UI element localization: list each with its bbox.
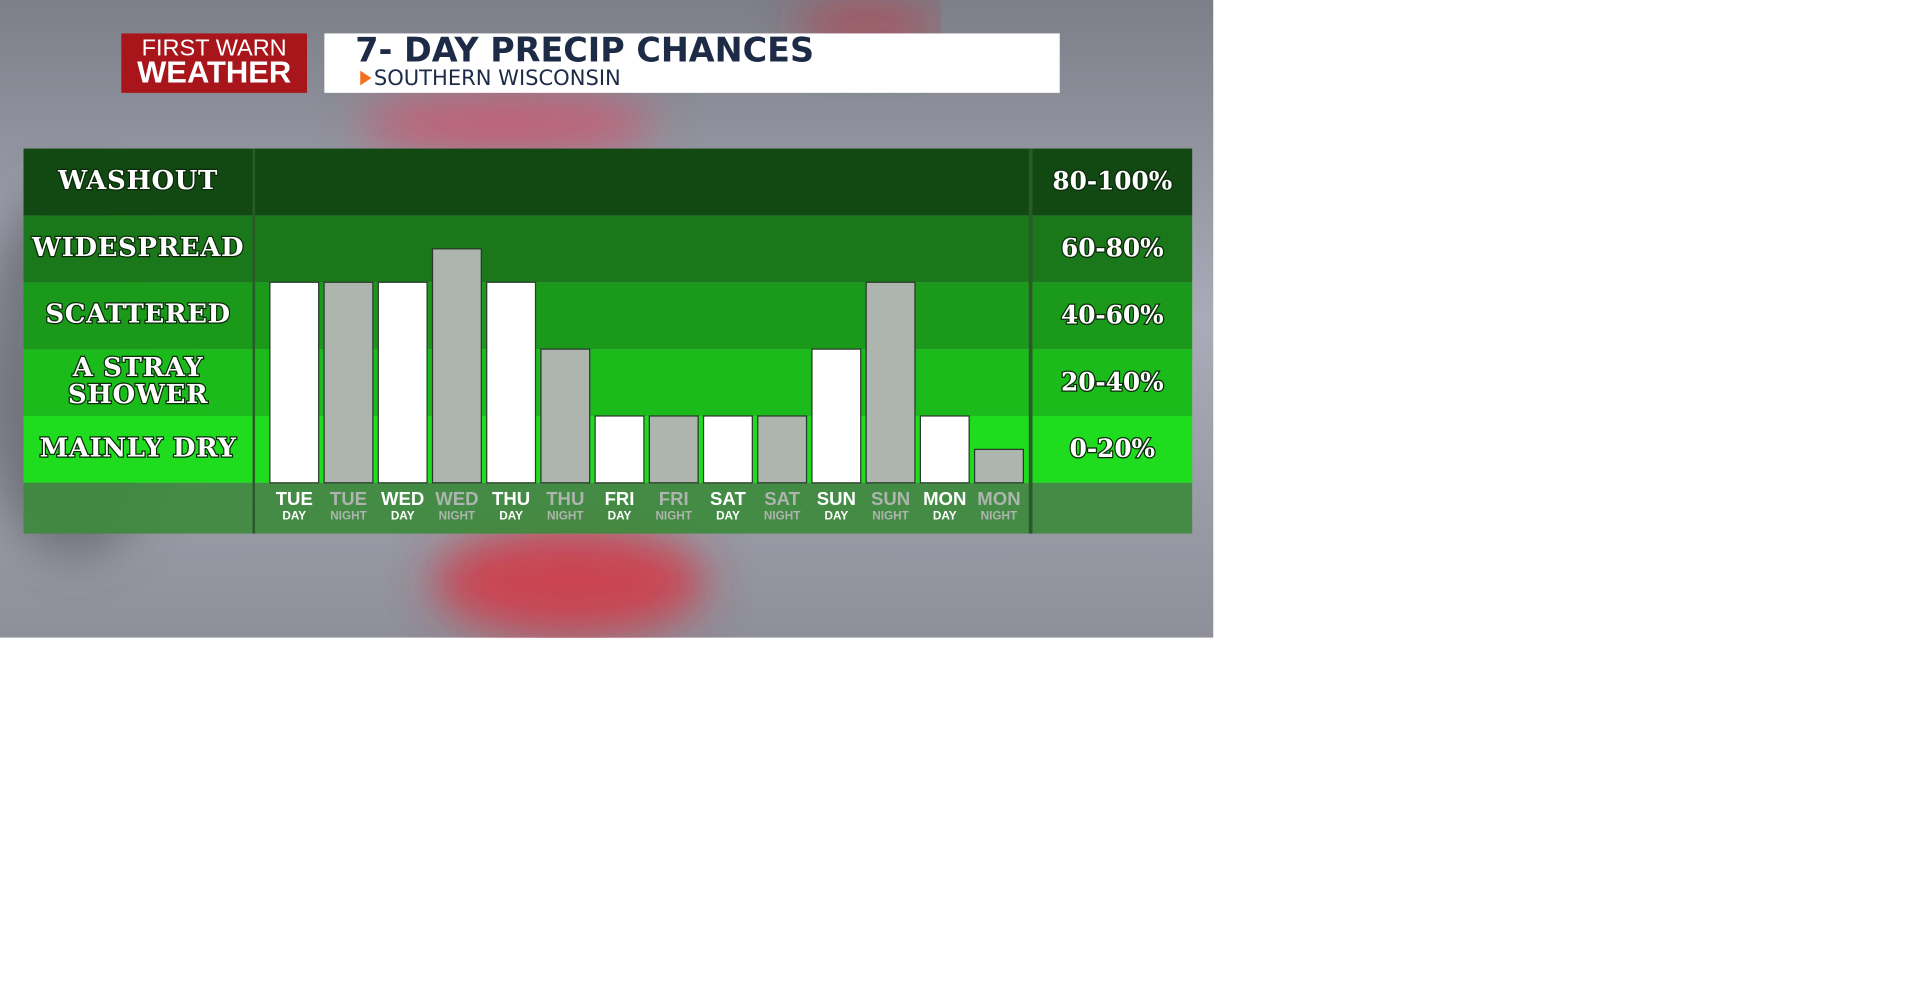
chart-title: 7- DAY PRECIP CHANCES xyxy=(355,30,814,69)
bar xyxy=(973,448,1024,484)
band-label: A STRAY xyxy=(72,353,204,383)
x-tick-label: TUE xyxy=(330,488,367,509)
x-tick-sublabel: NIGHT xyxy=(981,509,1018,522)
x-tick-sublabel: DAY xyxy=(824,509,848,522)
x-tick-sublabel: NIGHT xyxy=(872,509,909,522)
band-label: WASHOUT xyxy=(57,166,218,196)
band-label: WIDESPREAD xyxy=(31,233,244,263)
x-tick-sublabel: DAY xyxy=(391,509,415,522)
x-tick-sublabel: DAY xyxy=(499,509,523,522)
band-range: 0-20% xyxy=(1070,434,1155,463)
graphic: FIRST WARN WEATHER 7- DAY PRECIP CHANCES… xyxy=(0,0,1214,638)
logo-text: WEATHER xyxy=(137,54,291,89)
x-tick-label: FRI xyxy=(605,488,635,509)
band-label: SHOWER xyxy=(68,380,208,410)
band-range: 40-60% xyxy=(1061,300,1164,329)
x-tick-label: MON xyxy=(977,488,1020,509)
x-tick-sublabel: NIGHT xyxy=(764,509,801,522)
band-range: 20-40% xyxy=(1061,367,1164,396)
bar xyxy=(811,348,862,484)
x-tick-label: MON xyxy=(923,488,966,509)
bar xyxy=(269,281,320,484)
x-tick-label: SUN xyxy=(817,488,856,509)
x-tick-sublabel: NIGHT xyxy=(655,509,692,522)
x-tick-sublabel: NIGHT xyxy=(547,509,584,522)
band xyxy=(23,215,1193,283)
bar xyxy=(919,415,970,484)
band-range: 60-80% xyxy=(1061,234,1164,263)
subtitle-arrow xyxy=(360,70,372,86)
bar xyxy=(540,348,591,484)
x-tick-label: SUN xyxy=(871,488,910,509)
band-label: SCATTERED xyxy=(45,300,230,330)
x-tick-label: WED xyxy=(435,488,478,509)
x-tick-label: WED xyxy=(381,488,424,509)
band xyxy=(23,148,1193,216)
band-range: 80-100% xyxy=(1052,167,1172,196)
bar xyxy=(377,281,428,484)
title-box xyxy=(324,33,1060,93)
x-tick-label: SAT xyxy=(710,488,746,509)
bar xyxy=(648,415,699,484)
x-tick-sublabel: DAY xyxy=(282,509,306,522)
x-tick-sublabel: DAY xyxy=(933,509,957,522)
bar xyxy=(486,281,537,484)
x-tick-label: TUE xyxy=(276,488,313,509)
x-tick-label: FRI xyxy=(659,488,689,509)
x-tick-sublabel: NIGHT xyxy=(439,509,476,522)
bar xyxy=(702,415,753,484)
logo-text: FIRST WARN xyxy=(142,35,287,61)
band xyxy=(23,349,1193,416)
bar xyxy=(865,281,916,484)
divider xyxy=(252,148,256,534)
category-row xyxy=(23,482,1193,534)
band xyxy=(23,282,1193,350)
x-tick-sublabel: NIGHT xyxy=(330,509,367,522)
x-tick-label: THU xyxy=(546,488,584,509)
bar xyxy=(594,415,645,484)
bar xyxy=(757,415,808,484)
x-tick-sublabel: DAY xyxy=(608,509,632,522)
divider xyxy=(1028,148,1033,534)
band-label: MAINLY DRY xyxy=(39,433,236,463)
x-tick-sublabel: DAY xyxy=(716,509,740,522)
bar xyxy=(431,248,482,484)
chart-subtitle: SOUTHERN WISCONSIN xyxy=(374,65,621,90)
bar xyxy=(323,281,374,484)
x-tick-label: THU xyxy=(492,488,530,509)
logo xyxy=(121,33,308,93)
x-tick-label: SAT xyxy=(764,488,800,509)
